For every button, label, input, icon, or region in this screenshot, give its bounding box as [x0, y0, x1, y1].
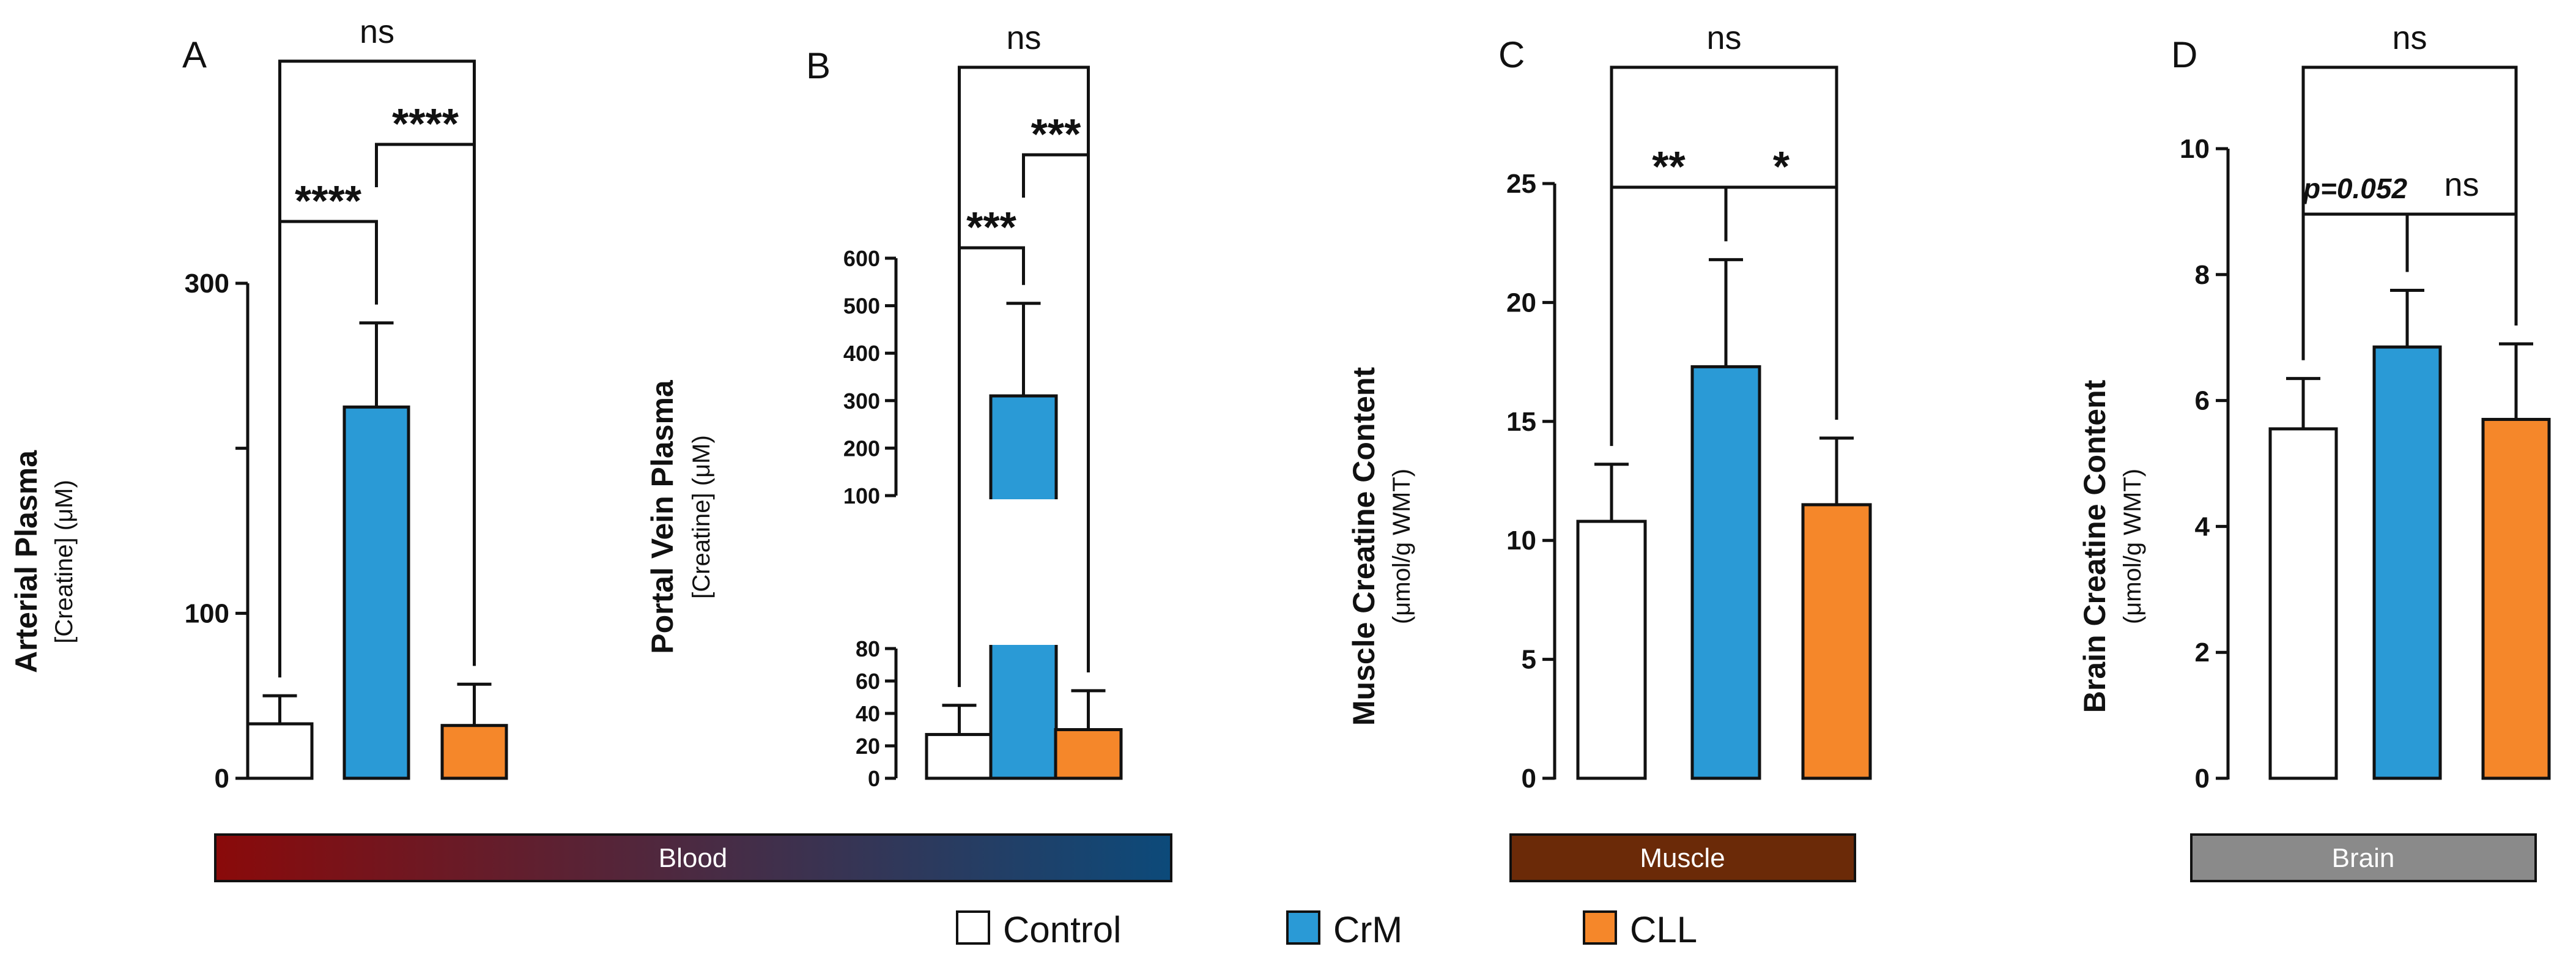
legend-label-cll: CLL [1630, 909, 1697, 950]
ylabel-b-main: Portal Vein Plasma [645, 379, 679, 654]
ylabel-b-sub: [Creatine] (μM) [688, 435, 715, 599]
panel-letter-a: A [182, 34, 207, 75]
panel-b-ytick-label: 20 [856, 734, 880, 759]
tissue-label-muscle: Muscle [1640, 843, 1725, 873]
panel-c-sig-label-1: * [1773, 143, 1790, 190]
panel-d-ytick-label: 4 [2195, 512, 2210, 541]
panel-b-ytick-label: 80 [856, 636, 880, 661]
panel-d-bracket-1 [2405, 212, 2518, 326]
panel-b-bracket-2 [958, 65, 1090, 687]
tissue-bar-brain [2190, 833, 2537, 882]
panel-c-bar-control [1576, 519, 1647, 780]
chart-panel-b: 0 20 40 60 80 100 200 300 400 500 600 *** *** ns [843, 20, 1123, 791]
panel-b-bar-control [925, 732, 994, 780]
panel-d-bar-cll [2481, 417, 2551, 780]
panel-a-bar-cll [440, 724, 508, 780]
panel-c-ytick-label: 0 [1522, 764, 1536, 794]
chart-panel-d: 0 2 4 6 8 10 p=0.052 ns ns [2180, 20, 2551, 794]
legend-label-control: Control [1003, 909, 1121, 950]
panel-b-ytick-label: 60 [856, 669, 880, 694]
panel-d-ytick-label: 10 [2180, 134, 2210, 164]
ylabel-a-main: Arterial Plasma [9, 450, 43, 673]
ylabel-a-sub: [Creatine] (μM) [51, 480, 78, 644]
panel-c-sig-label-2: ns [1706, 20, 1741, 56]
panel-d-bracket-2 [2301, 65, 2518, 360]
panel-b-sig-label-2: ns [1006, 20, 1041, 56]
tissue-bar-blood [214, 833, 1172, 882]
panel-c-bar-crm [1690, 365, 1761, 780]
panel-b-ytick-label: 0 [868, 766, 880, 791]
ylabel-c-sub: (μmol/g WMT) [1388, 469, 1415, 624]
panel-d-ytick-label: 8 [2195, 260, 2210, 290]
panel-a-bracket-2 [278, 59, 476, 678]
tissue-label-blood: Blood [659, 843, 728, 873]
panel-b-ytick-label: 200 [843, 436, 880, 461]
panel-a-ytick-label: 100 [185, 598, 229, 628]
panel-b-sig-label-0: *** [966, 203, 1016, 251]
panel-c-ytick-label: 20 [1506, 288, 1536, 318]
legend-swatch-crm [1286, 910, 1320, 945]
legend-label-crm: CrM [1333, 909, 1402, 950]
panel-b-bar-cll [1054, 728, 1123, 780]
panel-letter-d: D [2171, 34, 2197, 75]
panel-c-ytick-label: 5 [1522, 645, 1536, 675]
legend-swatch-control [956, 910, 990, 945]
panel-d-bracket-0 [2301, 212, 2409, 360]
panel-b-ytick-label: 300 [843, 389, 880, 414]
panel-c-sig-label-0: ** [1652, 143, 1686, 190]
tissue-label-brain: Brain [2332, 843, 2395, 873]
panel-c-ytick-label: 25 [1506, 169, 1536, 199]
panel-d-sig-label-1: ns [2444, 166, 2479, 203]
panel-a-bar-control [246, 722, 314, 780]
panel-letter-b: B [806, 45, 831, 86]
panel-a-sig-label-1: **** [392, 100, 459, 147]
panel-a-bar-crm [342, 405, 410, 780]
panel-d-bar-control [2268, 427, 2338, 780]
panel-b-ytick-label: 500 [843, 294, 880, 319]
panel-d-bar-crm [2372, 345, 2442, 780]
panel-a-sig-label-0: **** [295, 177, 362, 225]
panel-c-bracket-2 [1610, 65, 1838, 446]
panel-d-ytick-label: 2 [2195, 638, 2210, 668]
panel-c-bar-cll [1801, 503, 1872, 780]
ylabel-d-main: Brain Creatine Content [2078, 379, 2112, 713]
panel-d-ytick-label: 0 [2195, 764, 2210, 794]
tissue-bar-muscle [1509, 833, 1856, 882]
panel-letter-c: C [1498, 34, 1525, 75]
chart-panel-a: 0 100 300 **** **** ns [185, 13, 508, 794]
panel-b-ytick-label: 100 [843, 483, 880, 508]
panel-b-sig-label-1: *** [1031, 110, 1081, 158]
panel-d-sig-label-2: ns [2392, 20, 2427, 56]
ylabel-d-sub: (μmol/g WMT) [2119, 469, 2146, 624]
panel-b-ytick-label: 400 [843, 341, 880, 366]
panel-d-sig-label-0: p=0.052 [2302, 173, 2407, 204]
panel-c-ytick-label: 15 [1506, 407, 1536, 437]
panel-b-ytick-label: 40 [856, 701, 880, 726]
panel-b-axis-break-gap [987, 499, 1060, 645]
panel-d-ytick-label: 6 [2195, 386, 2210, 416]
panel-c-ytick-label: 10 [1506, 526, 1536, 556]
ylabel-c-main: Muscle Creatine Content [1347, 367, 1381, 726]
legend-swatch-cll [1583, 910, 1617, 945]
panel-a-ytick-label: 0 [215, 764, 229, 794]
panel-a-ytick-label: 300 [185, 269, 229, 299]
panel-b-ytick-label: 600 [843, 246, 880, 271]
panel-a-sig-label-2: ns [360, 13, 394, 50]
